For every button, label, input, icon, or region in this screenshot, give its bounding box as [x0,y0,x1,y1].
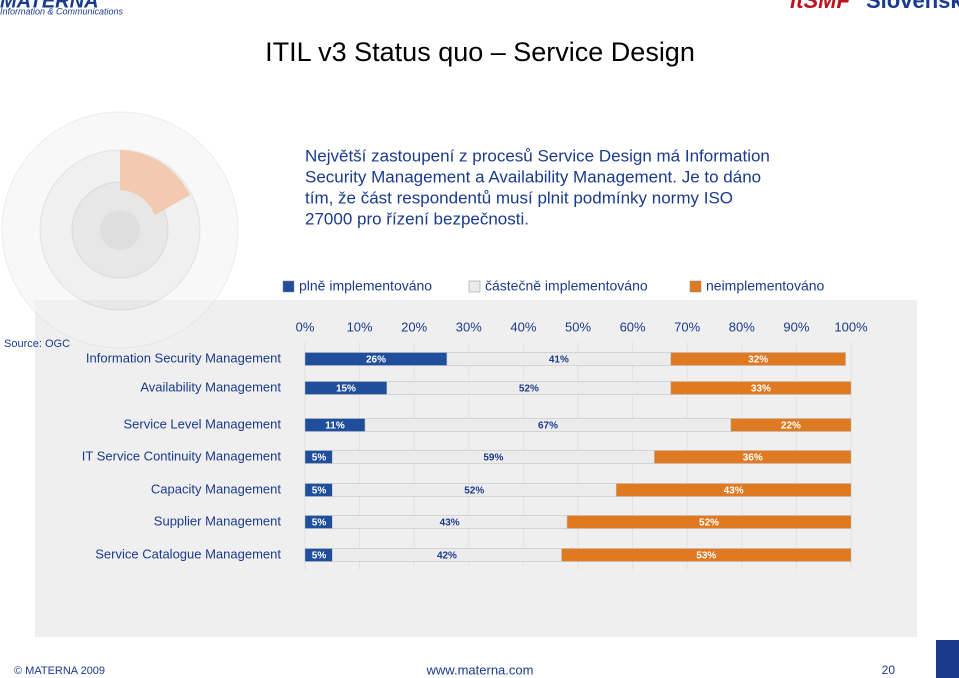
bar-label: 42% [437,551,457,562]
legend-swatch [282,280,295,293]
x-tick-label: 10% [347,319,373,334]
bar-label: 67% [538,421,558,432]
url: www.materna.com [426,662,534,677]
x-tick-label: 90% [783,319,809,334]
bar-segment [561,548,852,562]
brand: MATERNA [0,0,99,12]
y-tick-label: Capacity Management [151,481,281,496]
body-line: tím, že část respondentů musí plnit podm… [305,188,733,207]
x-tick-label: 0% [296,319,315,334]
itval-logo [936,640,959,678]
legend-swatch [468,280,481,293]
body-text: Největší zastoupení z procesů Service De… [305,146,770,228]
bar-label: 59% [483,453,503,464]
bar-label: 22% [781,421,801,432]
legend-label: plně implementováno [299,278,432,294]
partner: itSMF [790,0,850,13]
y-tick-label: Information Security Management [86,350,281,365]
body-line: Security Management a Availability Manag… [305,167,761,186]
partner-country: Slovensko [866,0,959,13]
x-tick-label: 60% [620,319,646,334]
slide-title: ITIL v3 Status quo – Service Design [265,37,695,67]
bar-label: 26% [366,355,386,366]
y-tick-label: Service Level Management [123,416,281,431]
bar-label: 33% [751,384,771,395]
bar-label: 32% [748,355,768,366]
bar-segment [670,352,846,366]
itil-wheel [1,111,239,349]
y-tick-label: Service Catalogue Management [95,546,281,561]
bar-label: 41% [549,355,569,366]
bar-label: 36% [743,453,763,464]
legend-swatch [689,280,702,293]
bar-segment [670,381,852,395]
bar-label: 43% [724,486,744,497]
body-line: 27000 pro řízení bezpečnosti. [305,209,529,228]
x-tick-label: 30% [456,319,482,334]
y-tick-label: Availability Management [140,379,281,394]
bar-segment [566,515,852,529]
source: Source: OGC [4,338,70,350]
bar-segment [730,418,852,432]
x-tick-label: 80% [729,319,755,334]
copyright: © MATERNA 2009 [14,665,105,677]
x-tick-label: 100% [834,319,868,334]
x-tick-label: 20% [401,319,427,334]
bar-label: 52% [519,384,539,395]
legend-label: neimplementováno [706,278,825,294]
brand-sub: Information & Communications [0,6,124,16]
x-tick-label: 50% [565,319,591,334]
bar-label: 52% [699,518,719,529]
bar-label: 5% [312,518,327,529]
y-tick-label: IT Service Continuity Management [82,448,282,463]
bar-segment [654,450,852,464]
bar-label: 53% [696,551,716,562]
bar-label: 52% [464,486,484,497]
bar-label: 5% [312,453,327,464]
x-tick-label: 70% [674,319,700,334]
body-line: Největší zastoupení z procesů Service De… [305,146,770,165]
bar-label: 15% [336,384,356,395]
legend-label: částečně implementováno [485,278,648,294]
bar-label: 5% [312,551,327,562]
bar-label: 5% [312,486,327,497]
y-tick-label: Supplier Management [154,513,282,528]
page-number: 20 [882,663,896,677]
bar-label: 11% [325,421,345,432]
bar-label: 43% [440,518,460,529]
x-tick-label: 40% [510,319,536,334]
bar-segment [615,483,852,497]
